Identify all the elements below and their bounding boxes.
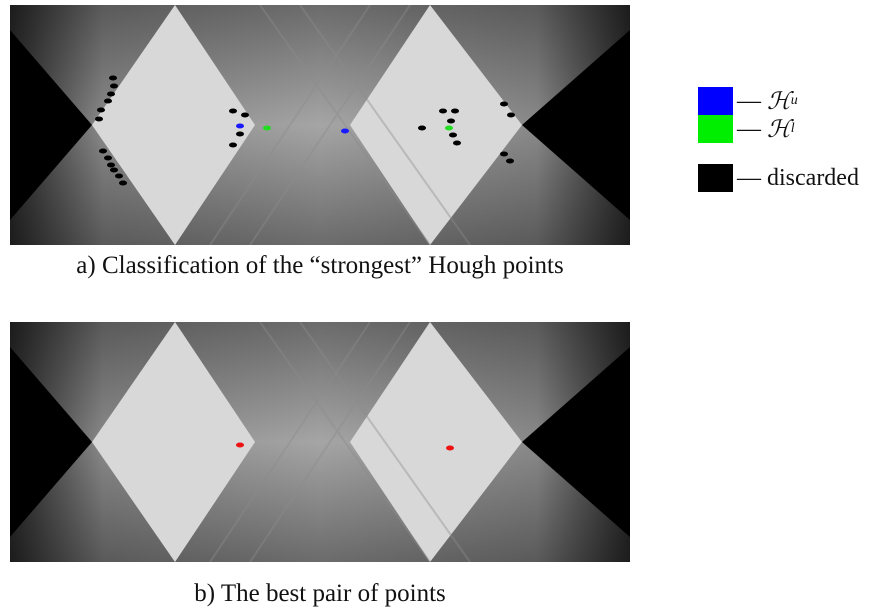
legend-sup: l xyxy=(791,121,795,137)
legend-item: — discarded xyxy=(698,164,859,192)
legend-swatch xyxy=(698,115,733,143)
caption-a: a) Classification of the “strongest” Hou… xyxy=(0,252,640,280)
figure: a) Classification of the “strongest” Hou… xyxy=(0,0,887,615)
legend-sup: u xyxy=(791,93,798,109)
legend-dash: — xyxy=(737,165,761,192)
legend-dash: — xyxy=(737,88,761,115)
legend-symbol: ℋ xyxy=(767,115,791,143)
legend-swatch xyxy=(698,87,733,115)
legend-symbol: ℋ xyxy=(767,87,791,115)
legend-dash: — xyxy=(737,116,761,143)
caption-b: b) The best pair of points xyxy=(0,580,640,608)
legend-label: discarded xyxy=(767,165,859,192)
legend-swatch xyxy=(698,164,733,192)
hough-image xyxy=(10,322,630,562)
hough-image xyxy=(10,5,630,245)
